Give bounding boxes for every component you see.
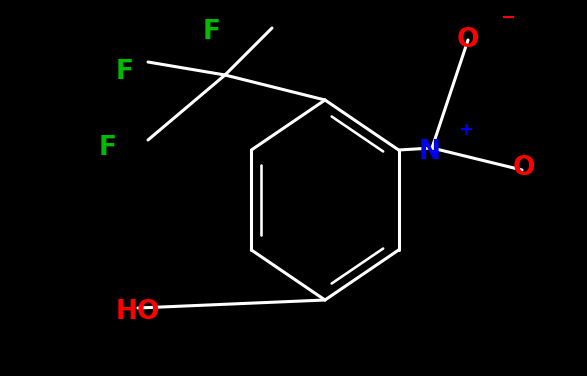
Text: F: F bbox=[203, 19, 221, 45]
Text: HO: HO bbox=[116, 299, 160, 325]
Text: +: + bbox=[458, 121, 474, 139]
Text: O: O bbox=[513, 155, 535, 181]
Text: O: O bbox=[457, 27, 479, 53]
Text: −: − bbox=[501, 9, 515, 27]
Text: F: F bbox=[99, 135, 117, 161]
Text: N: N bbox=[419, 139, 441, 165]
Text: F: F bbox=[116, 59, 134, 85]
